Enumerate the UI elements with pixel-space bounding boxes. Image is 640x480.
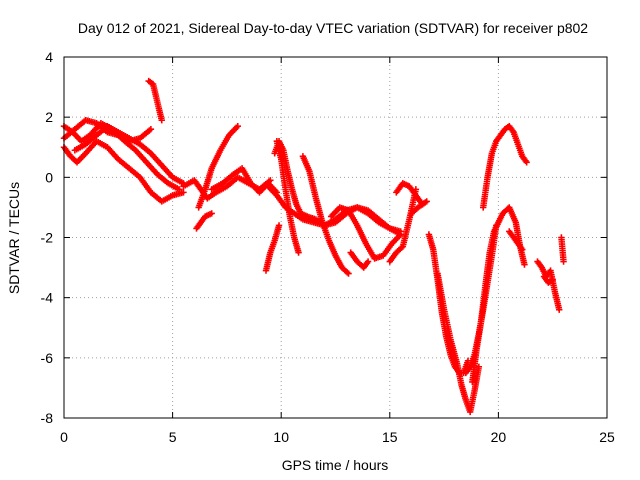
series-track-aa [540, 273, 556, 286]
data-point [521, 261, 528, 268]
data-point [175, 186, 183, 193]
series-track-d [71, 122, 187, 187]
data-point [549, 276, 556, 283]
data-point [398, 244, 405, 251]
data-point [423, 198, 430, 205]
series-track-x [479, 122, 530, 211]
series-track-b [60, 119, 183, 193]
axis-ticks [63, 56, 608, 419]
series-track-u [434, 270, 483, 416]
x-tick-labels: 0 5 10 15 20 25 [60, 429, 615, 445]
y-axis-label: SDTVAR / TECUs [6, 182, 22, 294]
y-tick-label: -4 [41, 290, 54, 306]
data-point [234, 122, 241, 130]
data-point [208, 210, 215, 217]
series-track-e [145, 77, 165, 124]
data-point [158, 116, 165, 124]
series-track-h [193, 210, 215, 232]
data-point [345, 270, 352, 277]
data-point [364, 258, 372, 265]
x-tick-label: 25 [599, 429, 615, 445]
series-track-y [506, 228, 526, 253]
plot-frame [63, 56, 608, 419]
series-track-a [60, 138, 187, 205]
chart-title: Day 012 of 2021, Sidereal Day-to-day VTE… [78, 20, 588, 36]
series-track-o [327, 204, 404, 262]
y-tick-label: 4 [45, 49, 53, 65]
data-point [519, 246, 526, 253]
series-track-w [469, 204, 528, 386]
data-point [180, 189, 187, 196]
series-track-q [386, 186, 420, 265]
x-axis-label: GPS time / hours [282, 457, 389, 473]
series-track-c [60, 116, 155, 145]
data-point [295, 249, 302, 256]
data-marks [60, 77, 567, 416]
series-track-n [299, 153, 352, 277]
data-point [523, 159, 530, 166]
x-tick-label: 20 [491, 429, 507, 445]
x-tick-label: 15 [382, 429, 398, 445]
x-tick-label: 5 [169, 429, 177, 445]
y-tick-label: 2 [45, 109, 53, 125]
x-tick-label: 0 [60, 429, 68, 445]
data-point [556, 306, 563, 313]
series-track-t [425, 231, 472, 377]
x-tick-label: 10 [273, 429, 289, 445]
series-track-p [347, 249, 372, 271]
series-track-s [408, 198, 430, 217]
data-point [344, 269, 351, 276]
y-tick-label: -2 [41, 230, 54, 246]
data-point [560, 258, 567, 265]
grid-lines [64, 57, 607, 418]
data-point [147, 126, 155, 133]
series-track-g [195, 122, 241, 211]
y-tick-label: -6 [41, 350, 54, 366]
y-tick-labels: -8 -6 -4 -2 0 2 4 [41, 49, 54, 426]
series-track-l [262, 222, 283, 274]
y-tick-label: -8 [41, 410, 54, 426]
data-point [275, 222, 283, 229]
series-track-ab [558, 234, 567, 265]
y-tick-label: 0 [45, 169, 53, 185]
series-track-r [393, 180, 426, 208]
